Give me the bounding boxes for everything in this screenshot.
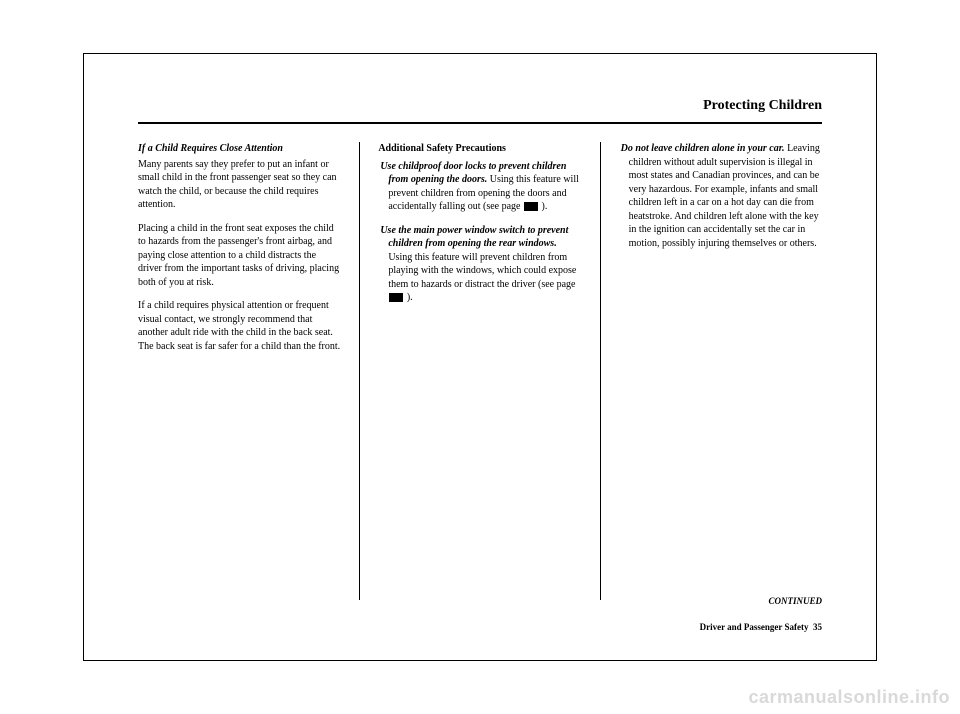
page-ref-icon <box>389 293 403 302</box>
col3-b3-body: Leaving children without adult supervisi… <box>629 143 820 249</box>
page-footer: Driver and Passenger Safety 35 <box>700 622 822 632</box>
col2-b2-tail: ). <box>404 292 412 303</box>
col1-subhead: If a Child Requires Close Attention <box>138 142 341 156</box>
col1-para1: Many parents say they prefer to put an i… <box>138 158 341 212</box>
col2-b2-head: Use the main power window switch to prev… <box>380 225 568 250</box>
page-ref-icon <box>524 202 538 211</box>
watermark: carmanualsonline.info <box>748 687 950 708</box>
header-rule <box>138 122 822 124</box>
col1-para3: If a child requires physical attention o… <box>138 299 341 353</box>
footer-section: Driver and Passenger Safety <box>700 622 809 632</box>
col3-b3-head: Do not leave children alone in your car. <box>621 143 785 154</box>
col1-para2: Placing a child in the front seat expose… <box>138 222 341 290</box>
col2-section-title: Additional Safety Precautions <box>378 142 581 156</box>
col2-bullet-2: Use the main power window switch to prev… <box>378 224 581 305</box>
column-1: If a Child Requires Close Attention Many… <box>138 142 341 600</box>
col2-b1-tail: ). <box>539 201 547 212</box>
continued-label: CONTINUED <box>768 596 822 606</box>
column-divider-1 <box>359 142 360 600</box>
col2-b2-body: Using this feature will prevent children… <box>388 252 576 290</box>
content-area: If a Child Requires Close Attention Many… <box>138 142 822 600</box>
footer-page-number: 35 <box>813 622 822 632</box>
column-2: Additional Safety Precautions Use childp… <box>378 142 581 600</box>
manual-page: Protecting Children If a Child Requires … <box>83 53 877 661</box>
page-header-title: Protecting Children <box>703 98 822 114</box>
column-3: Do not leave children alone in your car.… <box>619 142 822 600</box>
column-divider-2 <box>600 142 601 600</box>
col2-bullet-1: Use childproof door locks to prevent chi… <box>378 160 581 214</box>
col3-bullet-1: Do not leave children alone in your car.… <box>619 142 822 250</box>
